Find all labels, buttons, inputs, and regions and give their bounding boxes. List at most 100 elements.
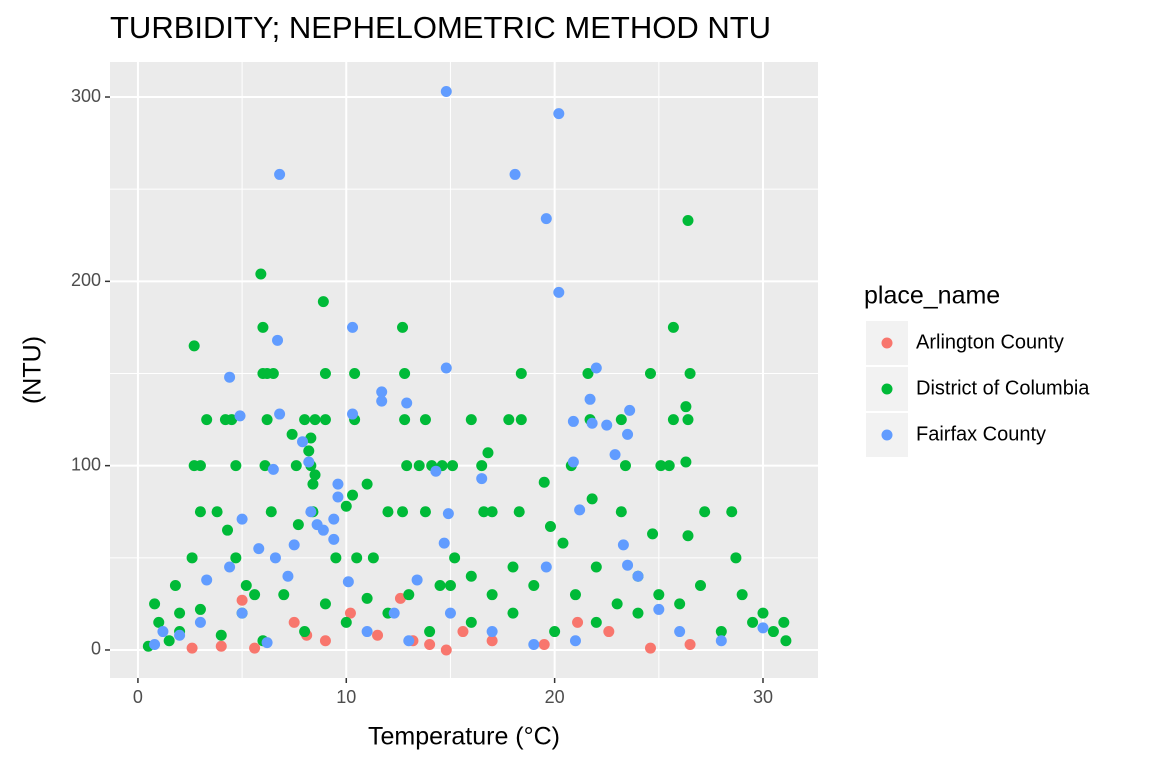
point	[222, 524, 234, 536]
point	[317, 296, 329, 308]
point	[486, 589, 498, 601]
point	[440, 85, 452, 97]
point	[399, 414, 411, 426]
point	[667, 414, 679, 426]
point	[515, 368, 527, 380]
point	[617, 539, 629, 551]
point	[465, 414, 477, 426]
legend-label: Arlington County	[916, 331, 1064, 353]
point	[253, 543, 265, 555]
point	[309, 469, 321, 481]
point	[674, 626, 686, 638]
point	[644, 368, 656, 380]
point	[615, 414, 627, 426]
point	[647, 528, 659, 540]
point	[347, 408, 359, 420]
point	[290, 460, 302, 472]
point	[619, 460, 631, 472]
point	[730, 552, 742, 564]
point	[303, 445, 315, 457]
x-tick-label: 30	[753, 687, 773, 707]
point	[509, 168, 521, 180]
point	[194, 506, 206, 518]
point	[582, 368, 594, 380]
point	[305, 506, 317, 518]
point	[411, 574, 423, 586]
point	[153, 616, 165, 628]
point	[736, 589, 748, 601]
point	[538, 476, 550, 488]
point	[513, 506, 525, 518]
point	[367, 552, 379, 564]
point	[376, 386, 388, 398]
point	[261, 637, 273, 649]
point	[361, 592, 373, 604]
point	[622, 428, 634, 440]
legend-marker	[881, 337, 893, 349]
point	[476, 473, 488, 485]
point	[682, 215, 694, 227]
point	[351, 552, 363, 564]
point	[557, 537, 569, 549]
point	[567, 415, 579, 427]
point	[434, 579, 446, 591]
point	[632, 607, 644, 619]
point	[274, 168, 286, 180]
legend-marker	[881, 383, 893, 395]
point	[586, 493, 598, 505]
point	[257, 321, 269, 333]
point	[303, 456, 315, 468]
point	[186, 642, 198, 654]
point	[372, 629, 384, 641]
point	[569, 635, 581, 647]
point	[347, 489, 359, 501]
point	[382, 506, 394, 518]
point	[397, 321, 409, 333]
point	[567, 456, 579, 468]
point	[319, 368, 331, 380]
point	[478, 506, 490, 518]
point	[503, 414, 515, 426]
point	[684, 368, 696, 380]
point	[449, 552, 461, 564]
point	[286, 428, 298, 440]
point	[430, 465, 442, 477]
point	[347, 321, 359, 333]
point	[438, 537, 450, 549]
point	[482, 447, 494, 459]
point	[622, 559, 634, 571]
point	[715, 626, 727, 638]
point	[278, 589, 290, 601]
point	[486, 506, 498, 518]
point	[653, 603, 665, 615]
legend-label: Fairfax County	[916, 423, 1046, 445]
point	[319, 414, 331, 426]
point	[234, 410, 246, 422]
point	[615, 506, 627, 518]
point	[224, 561, 236, 573]
point	[553, 108, 565, 120]
point	[699, 506, 711, 518]
point	[319, 635, 331, 647]
point	[424, 626, 436, 638]
point	[265, 506, 277, 518]
y-axis-title: (NTU)	[19, 336, 47, 404]
point	[715, 635, 727, 647]
point	[342, 576, 354, 588]
point	[680, 401, 692, 413]
point	[757, 622, 769, 634]
point	[297, 436, 309, 448]
point	[157, 626, 169, 638]
point	[267, 463, 279, 475]
point	[399, 368, 411, 380]
point	[299, 626, 311, 638]
point	[767, 626, 779, 638]
point	[226, 414, 238, 426]
point	[194, 616, 206, 628]
point	[201, 574, 213, 586]
x-tick-label: 20	[545, 687, 565, 707]
point	[215, 629, 227, 641]
point	[240, 579, 252, 591]
point	[590, 362, 602, 374]
